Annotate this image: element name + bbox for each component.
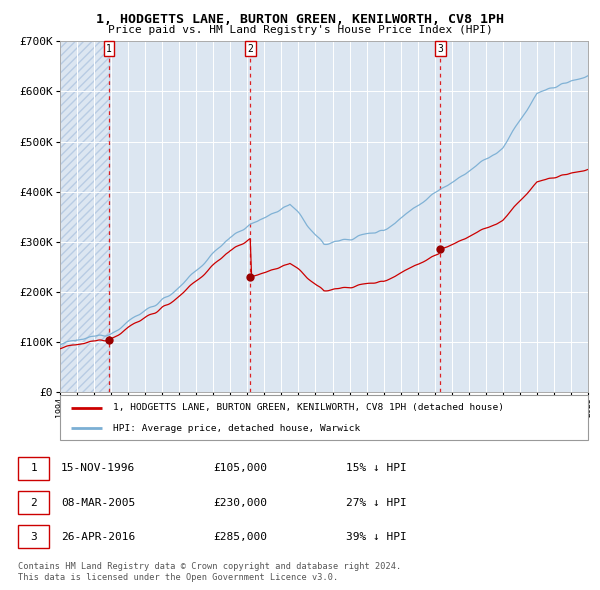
FancyBboxPatch shape (18, 491, 49, 514)
Text: 26-APR-2016: 26-APR-2016 (61, 532, 135, 542)
Text: 39% ↓ HPI: 39% ↓ HPI (346, 532, 407, 542)
Bar (60, 41, 109, 392)
Text: 08-MAR-2005: 08-MAR-2005 (61, 497, 135, 507)
Text: 1: 1 (30, 463, 37, 473)
Text: 27% ↓ HPI: 27% ↓ HPI (346, 497, 407, 507)
Text: HPI: Average price, detached house, Warwick: HPI: Average price, detached house, Warw… (113, 424, 360, 433)
Text: Contains HM Land Registry data © Crown copyright and database right 2024.
This d: Contains HM Land Registry data © Crown c… (18, 562, 401, 582)
Text: £105,000: £105,000 (214, 463, 268, 473)
Text: 2: 2 (247, 44, 253, 54)
Text: 15-NOV-1996: 15-NOV-1996 (61, 463, 135, 473)
Text: 3: 3 (437, 44, 443, 54)
Text: £285,000: £285,000 (214, 532, 268, 542)
FancyBboxPatch shape (18, 457, 49, 480)
Text: 1: 1 (106, 44, 112, 54)
Text: 1, HODGETTS LANE, BURTON GREEN, KENILWORTH, CV8 1PH: 1, HODGETTS LANE, BURTON GREEN, KENILWOR… (96, 13, 504, 26)
Text: Price paid vs. HM Land Registry's House Price Index (HPI): Price paid vs. HM Land Registry's House … (107, 25, 493, 35)
Text: 15% ↓ HPI: 15% ↓ HPI (346, 463, 407, 473)
FancyBboxPatch shape (18, 525, 49, 548)
Text: 2: 2 (30, 497, 37, 507)
Text: 3: 3 (30, 532, 37, 542)
Text: £230,000: £230,000 (214, 497, 268, 507)
FancyBboxPatch shape (60, 395, 588, 440)
Text: 1, HODGETTS LANE, BURTON GREEN, KENILWORTH, CV8 1PH (detached house): 1, HODGETTS LANE, BURTON GREEN, KENILWOR… (113, 403, 504, 412)
